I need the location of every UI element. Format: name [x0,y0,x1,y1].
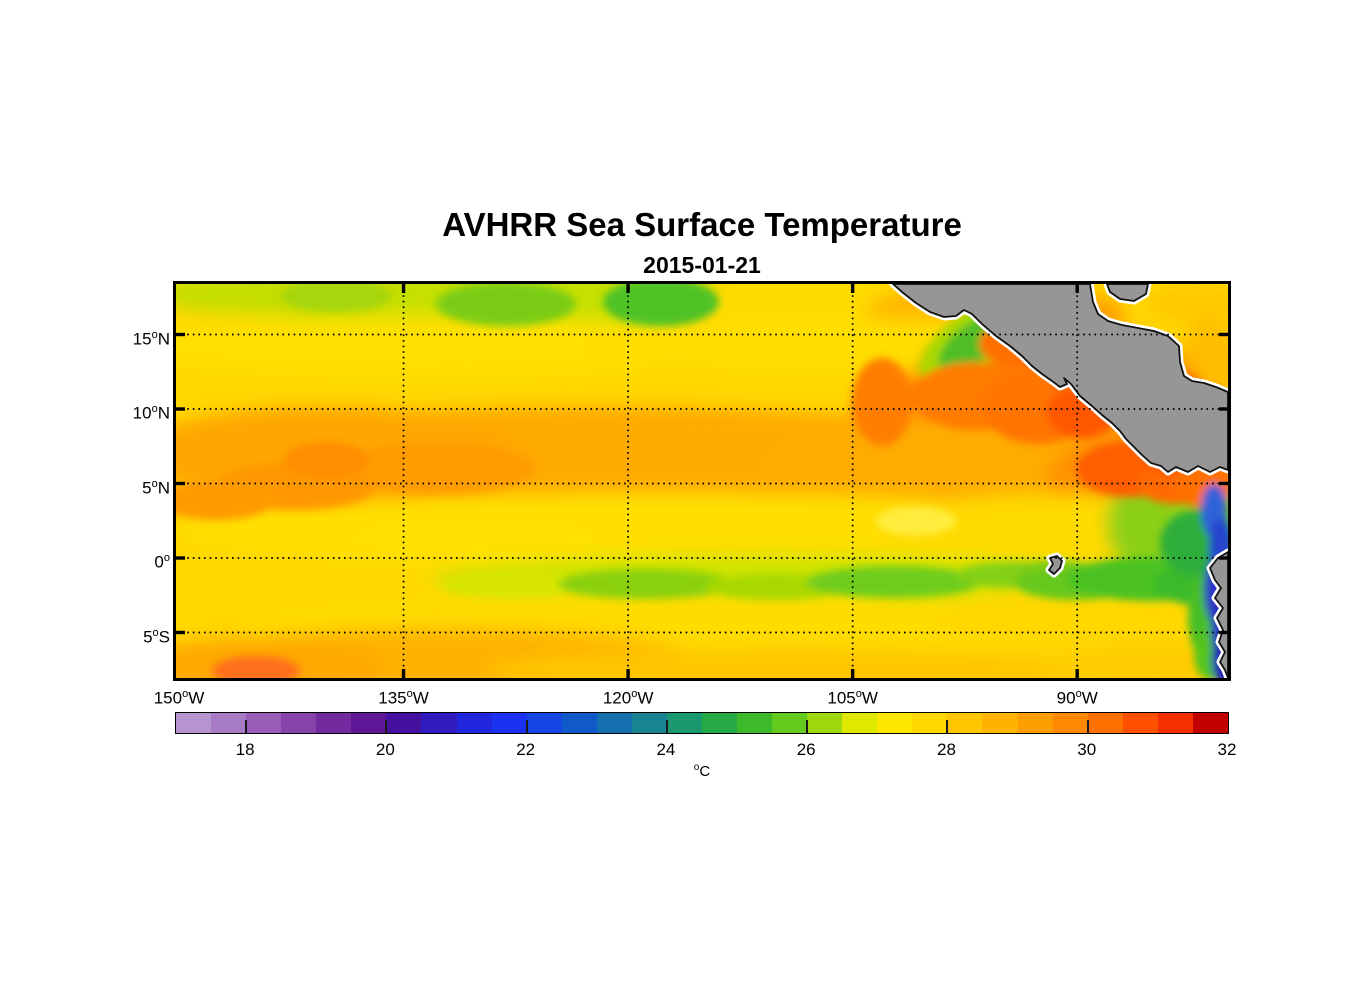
axis-tick [850,284,855,293]
degree-symbol: o [693,762,700,773]
colorbar-tick-label: 20 [375,740,395,759]
colorbar-segment [351,713,387,733]
axis-tick [1075,669,1079,678]
sst-field [176,284,1228,678]
colorbar-tick-label: 24 [656,740,676,759]
lon-tick-label: 135oW [378,688,429,708]
colorbar-segment [1087,713,1123,733]
axis-tick [176,332,185,337]
lat-tick-label: 0o [154,552,170,572]
colorbar-segment [807,713,843,733]
colorbar-segment [386,713,422,733]
colorbar-segment [982,713,1018,733]
degree-symbol: o [1075,688,1082,700]
colorbar-segment [701,713,737,733]
colorbar-segment [1017,713,1053,733]
colorbar-segment [211,713,247,733]
colorbar-segment [877,713,913,733]
land-yucatan-block [1106,284,1149,302]
colorbar-segment [1157,713,1193,733]
axis-tick [1219,332,1228,337]
axis-tick [176,481,185,486]
colorbar-segment [176,713,212,733]
colorbar-tick-label: 32 [1217,740,1237,759]
axis-tick [1075,284,1079,293]
colorbar-tick [665,720,668,733]
colorbar-segment [1122,713,1158,733]
colorbar-segment [526,713,562,733]
figure-subtitle: 2015-01-21 [643,252,761,278]
colorbar-segment [421,713,457,733]
lon-tick-label: 150oW [153,688,205,708]
axis-tick [1219,481,1228,486]
axis-tick [176,407,185,411]
colorbar-segment [947,713,983,733]
colorbar-tick-label: 30 [1077,740,1097,759]
land-central-america [892,284,1228,473]
unit-letter: C [699,763,711,780]
colorbar-segment [456,713,492,733]
lat-tick-label: 15oN [132,328,170,349]
axis-tick [1219,630,1228,635]
colorbar-segment [561,713,597,733]
degree-symbol: o [151,328,158,341]
lon-tick-label: 120oW [602,688,654,708]
degree-symbol: o [406,688,413,700]
colorbar-tick [1086,720,1089,733]
colorbar-segment [1052,713,1088,733]
degree-symbol: o [152,626,159,639]
axis-tick [1219,407,1228,411]
colorbar-tick-label: 28 [936,740,956,759]
colorbar-segment [491,713,527,733]
axis-tick [401,669,406,678]
colorbar-tick-label: 18 [235,740,255,759]
degree-symbol: o [182,688,189,700]
colorbar-segment [631,713,667,733]
land-south-america [1209,551,1228,678]
axis-tick [626,669,630,678]
colorbar-tick [525,720,528,733]
colorbar-tick [946,720,949,733]
axis-tick [1219,556,1228,560]
colorbar-segment [912,713,948,733]
colorbar-tick [806,720,809,733]
axis-tick [176,630,185,635]
colorbar-segment [1192,713,1228,733]
lat-tick-label: 10oN [132,403,170,423]
colorbar-unit-label: oC [176,762,1228,780]
lat-tick-label: 5oN [142,477,170,498]
colorbar-segment [596,713,632,733]
degree-symbol: o [631,688,638,700]
colorbar-segment [772,713,808,733]
colorbar-tick [385,720,388,733]
axis-tick [626,284,630,293]
sst-map [173,281,1231,681]
colorbar-tick-label: 22 [516,740,536,759]
axis-tick [176,556,185,560]
lon-tick-label: 105oW [827,688,878,708]
colorbar-segment [737,713,773,733]
degree-symbol: o [163,552,170,564]
colorbar-segment [281,713,317,733]
lon-tick-label: 90oW [1056,688,1098,708]
colorbar [175,712,1229,734]
colorbar-segment [666,713,702,733]
colorbar-segment [316,713,352,733]
figure-title: AVHRR Sea Surface Temperature [442,206,962,243]
degree-symbol: o [855,688,862,700]
land-galapagos-island [1048,555,1063,575]
degree-symbol: o [151,477,158,490]
axis-tick [850,669,855,678]
colorbar-segment [842,713,878,733]
degree-symbol: o [151,403,158,415]
axis-tick [401,284,406,293]
colorbar-segment [246,713,282,733]
colorbar-tick [245,720,248,733]
colorbar-tick-label: 26 [796,740,816,759]
lat-tick-label: 5oS [143,626,170,647]
